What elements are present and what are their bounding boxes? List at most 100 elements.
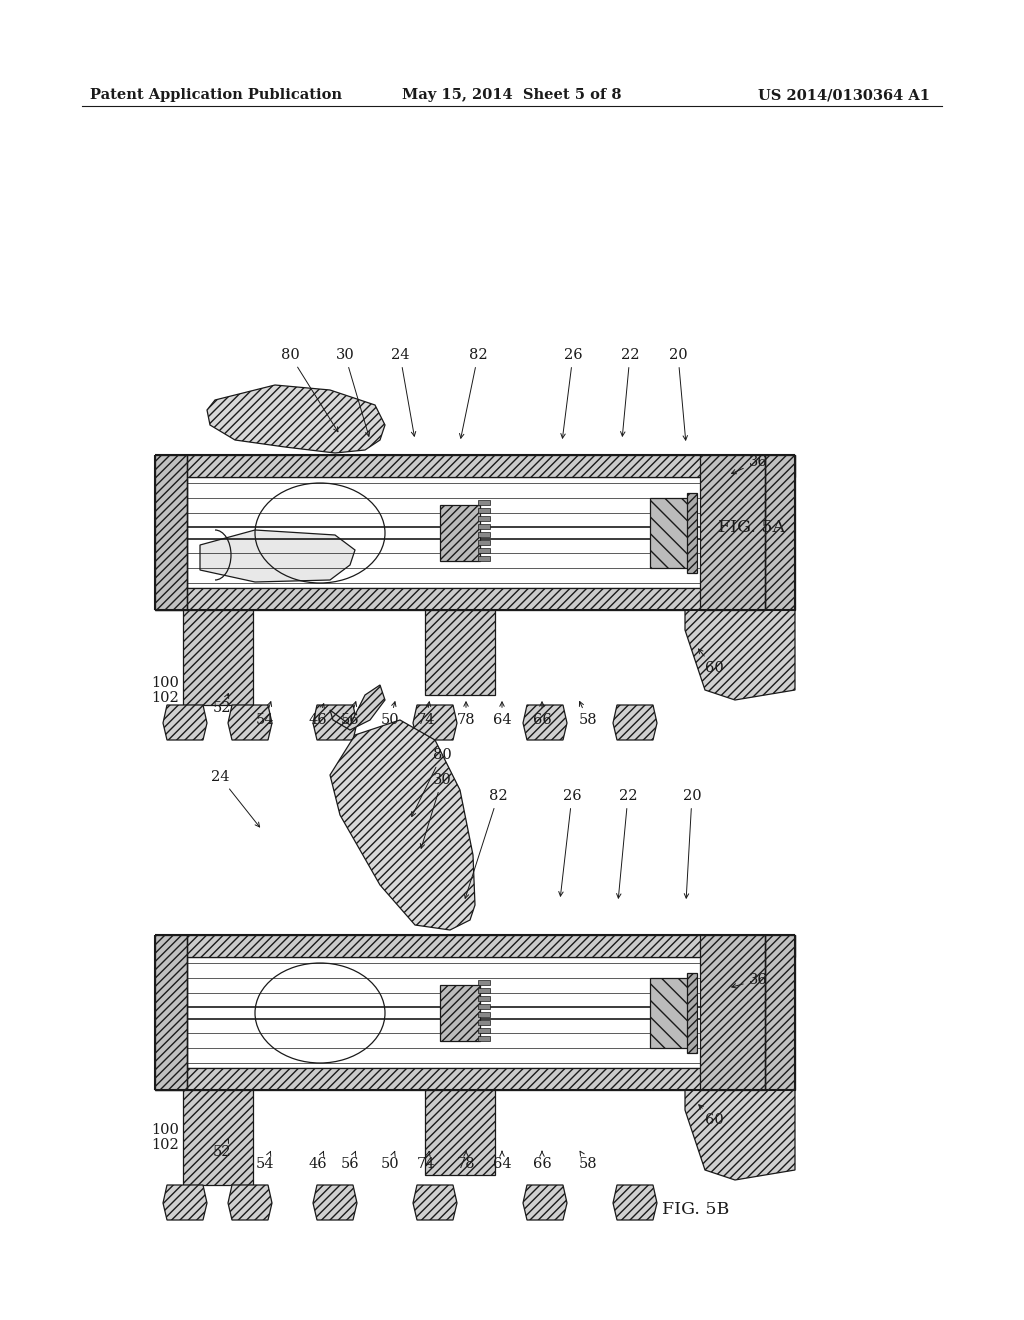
Text: 100: 100 <box>152 1123 179 1137</box>
Text: 58: 58 <box>579 701 597 727</box>
Bar <box>478 500 490 506</box>
Bar <box>155 455 795 477</box>
Text: US 2014/0130364 A1: US 2014/0130364 A1 <box>758 88 930 102</box>
Text: 56: 56 <box>341 702 359 727</box>
Polygon shape <box>200 531 355 582</box>
Bar <box>425 610 495 696</box>
Text: 102: 102 <box>152 690 179 705</box>
Bar <box>183 1090 253 1185</box>
Text: 100: 100 <box>152 676 179 690</box>
Text: 46: 46 <box>308 704 328 727</box>
Bar <box>687 492 697 573</box>
Text: 74: 74 <box>417 702 435 727</box>
Bar <box>478 987 490 993</box>
Text: 36: 36 <box>731 455 767 474</box>
Text: 102: 102 <box>152 1138 179 1152</box>
Polygon shape <box>313 705 357 741</box>
Bar <box>155 587 715 610</box>
Polygon shape <box>685 1090 795 1180</box>
Bar <box>155 935 795 957</box>
Text: 82: 82 <box>460 348 487 438</box>
Bar <box>440 985 480 1041</box>
Text: 24: 24 <box>391 348 416 436</box>
Text: May 15, 2014  Sheet 5 of 8: May 15, 2014 Sheet 5 of 8 <box>402 88 622 102</box>
Text: 46: 46 <box>308 1151 328 1171</box>
Bar <box>155 935 187 1090</box>
Bar <box>478 1012 490 1016</box>
Text: FIG. 5A: FIG. 5A <box>719 520 785 536</box>
Bar <box>478 548 490 553</box>
Bar <box>478 556 490 561</box>
Bar <box>425 1090 495 1175</box>
Bar <box>700 455 765 610</box>
Text: 78: 78 <box>457 1151 475 1171</box>
Text: 82: 82 <box>465 789 507 899</box>
Bar <box>478 979 490 985</box>
Polygon shape <box>228 1185 272 1220</box>
Text: 52: 52 <box>213 693 231 715</box>
Polygon shape <box>330 719 475 931</box>
Bar <box>478 508 490 513</box>
Bar <box>155 1068 715 1090</box>
Bar <box>187 957 715 1068</box>
Text: 36: 36 <box>732 973 767 987</box>
Text: 22: 22 <box>621 348 639 436</box>
Polygon shape <box>207 385 385 453</box>
Bar <box>478 1005 490 1008</box>
Bar <box>650 978 688 1048</box>
Bar <box>478 532 490 537</box>
Text: 30: 30 <box>420 774 452 849</box>
Bar <box>478 524 490 529</box>
Bar <box>440 506 480 561</box>
Bar <box>765 455 795 610</box>
Bar <box>478 1036 490 1041</box>
Text: 66: 66 <box>532 1151 551 1171</box>
Polygon shape <box>523 1185 567 1220</box>
Bar <box>478 997 490 1001</box>
Bar <box>187 477 715 587</box>
Text: 26: 26 <box>561 348 583 438</box>
Polygon shape <box>613 1185 657 1220</box>
Polygon shape <box>413 705 457 741</box>
Text: 20: 20 <box>669 348 687 440</box>
Polygon shape <box>413 1185 457 1220</box>
Text: 80: 80 <box>412 748 452 817</box>
Text: 60: 60 <box>698 1105 723 1127</box>
Bar <box>700 935 765 1090</box>
Polygon shape <box>330 685 385 730</box>
Bar <box>650 498 688 568</box>
Bar <box>183 610 253 705</box>
Polygon shape <box>228 705 272 741</box>
Text: 80: 80 <box>281 348 338 432</box>
Text: 26: 26 <box>559 789 582 896</box>
Text: 52: 52 <box>213 1138 231 1159</box>
Text: 30: 30 <box>336 348 370 437</box>
Polygon shape <box>523 705 567 741</box>
Polygon shape <box>163 1185 207 1220</box>
Text: 66: 66 <box>532 702 551 727</box>
Text: 20: 20 <box>683 789 701 898</box>
Bar <box>478 1028 490 1034</box>
Polygon shape <box>313 1185 357 1220</box>
Text: 60: 60 <box>698 649 723 675</box>
Text: 64: 64 <box>493 702 511 727</box>
Text: 74: 74 <box>417 1151 435 1171</box>
Text: 64: 64 <box>493 1151 511 1171</box>
Polygon shape <box>163 705 207 741</box>
Text: FIG. 5B: FIG. 5B <box>663 1201 730 1218</box>
Text: 54: 54 <box>256 1151 274 1171</box>
Bar <box>155 455 187 610</box>
Text: 56: 56 <box>341 1151 359 1171</box>
Text: 50: 50 <box>381 1151 399 1171</box>
Bar <box>765 935 795 1090</box>
Text: 50: 50 <box>381 702 399 727</box>
Polygon shape <box>685 610 795 700</box>
Polygon shape <box>613 705 657 741</box>
Bar <box>478 540 490 545</box>
Text: 24: 24 <box>211 770 260 826</box>
Text: 58: 58 <box>579 1151 597 1171</box>
Bar <box>478 1020 490 1026</box>
Bar <box>478 516 490 521</box>
Text: 78: 78 <box>457 702 475 727</box>
Text: Patent Application Publication: Patent Application Publication <box>90 88 342 102</box>
